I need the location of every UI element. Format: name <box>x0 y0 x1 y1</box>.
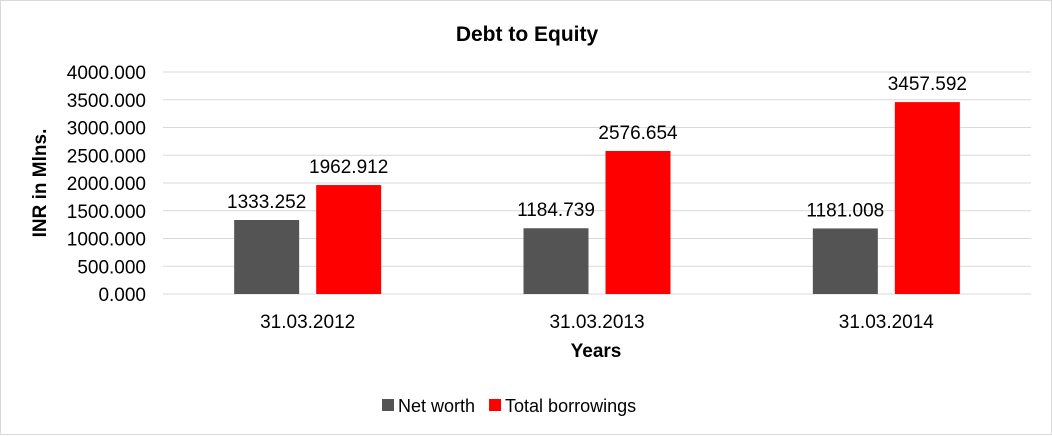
bar-total-borrowings <box>894 102 960 295</box>
x-tick-label: 31.03.2013 <box>549 312 644 333</box>
bar-net-worth <box>523 228 589 294</box>
data-label: 1184.739 <box>517 200 595 221</box>
data-label: 1181.008 <box>806 200 884 221</box>
bar-net-worth <box>812 228 878 294</box>
y-tick-label: 3000.000 <box>67 119 146 140</box>
legend-swatch <box>489 399 502 411</box>
bar-net-worth <box>234 220 300 294</box>
y-axis-label: INR in Mlns. <box>30 129 51 238</box>
data-label: 2576.654 <box>598 123 678 144</box>
data-label: 1333.252 <box>227 192 306 213</box>
y-tick-label: 500.000 <box>77 257 146 278</box>
x-tick-label: 31.03.2014 <box>839 312 935 333</box>
bar-total-borrowings <box>316 185 382 294</box>
y-tick-label: 4000.000 <box>67 63 146 84</box>
data-label: 1962.912 <box>309 157 388 178</box>
x-tick-label: 31.03.2012 <box>260 312 355 333</box>
y-tick-label: 1000.000 <box>67 230 146 251</box>
y-tick-label: 0.000 <box>98 285 146 306</box>
legend-label: Total borrowings <box>505 396 636 416</box>
data-label: 3457.592 <box>888 74 967 95</box>
y-tick-label: 2000.000 <box>67 174 146 195</box>
x-axis-label: Years <box>571 341 622 362</box>
legend-label: Net worth <box>398 396 475 416</box>
y-tick-label: 3500.000 <box>67 91 146 112</box>
chart-title: Debt to Equity <box>456 23 599 46</box>
y-tick-label: 2500.000 <box>67 146 146 167</box>
y-tick-label: 1500.000 <box>67 202 146 223</box>
legend-swatch <box>382 399 394 411</box>
bar-total-borrowings <box>605 150 671 294</box>
